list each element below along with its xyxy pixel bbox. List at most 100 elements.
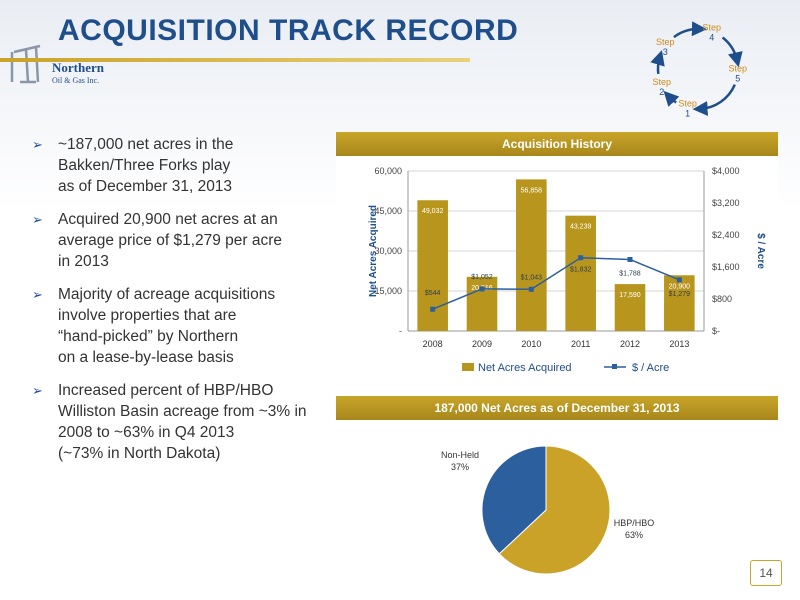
y-tick-label: 15,000	[374, 286, 402, 296]
cycle-step-word: Step	[678, 99, 697, 109]
bullet-text-line: Increased percent of HBP/HBO	[58, 382, 274, 399]
bar-2012	[614, 284, 646, 331]
line-point	[578, 255, 584, 261]
bullet-text-line: in 2013	[58, 253, 109, 270]
y2-tick-label: $4,000	[712, 166, 740, 176]
bullet-text-line: as of December 31, 2013	[58, 178, 233, 195]
pie-label-value: 63%	[625, 530, 643, 540]
bullet-arrow-icon: ➢	[32, 287, 43, 302]
bullet-arrow-icon: ➢	[32, 137, 43, 152]
pie-label-name: HBP/HBO	[614, 518, 655, 528]
cycle-arrows	[650, 21, 743, 116]
x-tick-label: 2011	[571, 339, 590, 349]
pie-slice-non-held	[481, 445, 547, 555]
title-underline	[0, 58, 470, 62]
bullet-text-line: ~187,000 net acres in the	[58, 136, 234, 153]
cycle-step-number: 1	[685, 109, 690, 119]
cycle-step-word: Step	[652, 77, 671, 87]
y-axis-title: Net Acres Acquired	[368, 205, 379, 297]
bullet-text-line: Acquired 20,900 net acres at an	[58, 211, 278, 228]
net-acres-header: 187,000 Net Acres as of December 31, 201…	[336, 396, 778, 420]
cycle-step-word: Step	[729, 64, 748, 74]
bar-value-label: 56,858	[521, 187, 543, 194]
line-point	[627, 256, 633, 262]
bar-value-label: 17,590	[619, 292, 641, 299]
logo-line1: Northern	[52, 60, 104, 75]
bullet-item: ➢ ~187,000 net acres in the Bakken/Three F…	[32, 134, 332, 197]
y2-tick-label: $2,400	[712, 230, 740, 240]
pumpjack-logo-icon	[10, 44, 41, 84]
bullet-list: ➢ ~187,000 net acres in the Bakken/Three F…	[32, 134, 332, 476]
bullet-text-line: on a lease-by-lease basis	[58, 349, 234, 366]
cycle-step-word: Step	[656, 37, 675, 47]
line-value-label: $1,043	[521, 274, 543, 281]
cycle-arrow-icon	[650, 50, 665, 75]
cycle-arrow-icon	[692, 84, 736, 116]
x-tick-label: 2013	[669, 339, 689, 349]
line-value-label: $1,279	[669, 291, 691, 298]
y-tick-label: 60,000	[374, 166, 402, 176]
logo-line2: Oil & Gas Inc.	[52, 76, 100, 85]
cycle-arrow-icon	[663, 90, 680, 107]
cycle-step-word: Step	[702, 22, 721, 32]
bullet-item: ➢ Increased percent of HBP/HBO Williston B…	[32, 380, 332, 464]
acquisition-history-header: Acquisition History	[336, 132, 778, 156]
cycle-arrow-icon	[673, 21, 707, 39]
line-point	[528, 286, 534, 292]
pie-label-name: Non-Held	[441, 450, 479, 460]
legend-swatch-bar	[462, 363, 474, 371]
line-point	[479, 286, 485, 292]
line-value-label: $1,832	[570, 267, 592, 274]
y2-axis-title: $ / Acre	[755, 233, 766, 269]
bar-2009	[466, 276, 498, 331]
bullet-arrow-icon: ➢	[32, 383, 43, 398]
y-tick-label: -	[399, 326, 402, 336]
cycle-step-number: 4	[709, 32, 714, 42]
acquisition-history-chart: - 15,000 30,000 45,000 60,000 $- $800 $1,600 $2,…	[336, 156, 778, 384]
company-logo: Northern Oil & Gas Inc.	[52, 60, 104, 85]
cycle-arrow-icon	[721, 36, 743, 68]
bullet-text-line: involve properties that are	[58, 307, 237, 324]
line-value-label: $1,052	[471, 274, 493, 281]
x-tick-label: 2012	[620, 339, 640, 349]
x-tick-label: 2008	[423, 339, 443, 349]
bar-2011	[565, 215, 596, 331]
bar-value-label: 20,900	[669, 283, 691, 290]
bullet-item: ➢ Majority of acreage acquisitions involve…	[32, 284, 332, 368]
bullet-item: ➢ Acquired 20,900 net acres at an average …	[32, 209, 332, 272]
bullet-text-line: “hand-picked” by Northern	[58, 328, 239, 345]
y2-tick-label: $1,600	[712, 262, 740, 272]
line-value-label: $544	[425, 290, 441, 297]
pie-label-value: 37%	[451, 462, 469, 472]
bullet-text-line: Bakken/Three Forks play	[58, 157, 231, 174]
bar-value-label: 43,239	[570, 224, 592, 231]
legend-swatch-marker	[612, 364, 617, 369]
net-acres-pie-chart: HBP/HBO 63% Non-Held 37%	[441, 445, 655, 575]
legend-label: Net Acres Acquired	[478, 362, 572, 374]
legend-label: $ / Acre	[632, 362, 669, 374]
chart-legend: Net Acres Acquired $ / Acre	[462, 362, 669, 374]
bar-2013	[664, 275, 695, 331]
pie-slice-hbp-hbo	[498, 445, 611, 575]
price-per-acre-line	[432, 256, 680, 310]
y-tick-label: 45,000	[374, 206, 402, 216]
page-number: 14	[750, 560, 782, 586]
bar-2010	[516, 179, 547, 331]
x-tick-label: 2010	[521, 339, 541, 349]
y-tick-label: 30,000	[374, 246, 402, 256]
bullet-text-line: (~73% in North Dakota)	[58, 445, 221, 462]
bullet-text-line: 2008 to ~63% in Q4 2013	[58, 424, 235, 441]
line-point	[676, 277, 682, 283]
bullet-arrow-icon: ➢	[32, 212, 43, 227]
line-point	[430, 306, 436, 312]
bullet-text-line: Williston Basin acreage from ~3% in	[58, 403, 307, 420]
y2-tick-label: $800	[712, 294, 732, 304]
bullet-text-line: average price of $1,279 per acre	[58, 232, 283, 249]
x-tick-label: 2009	[472, 339, 492, 349]
